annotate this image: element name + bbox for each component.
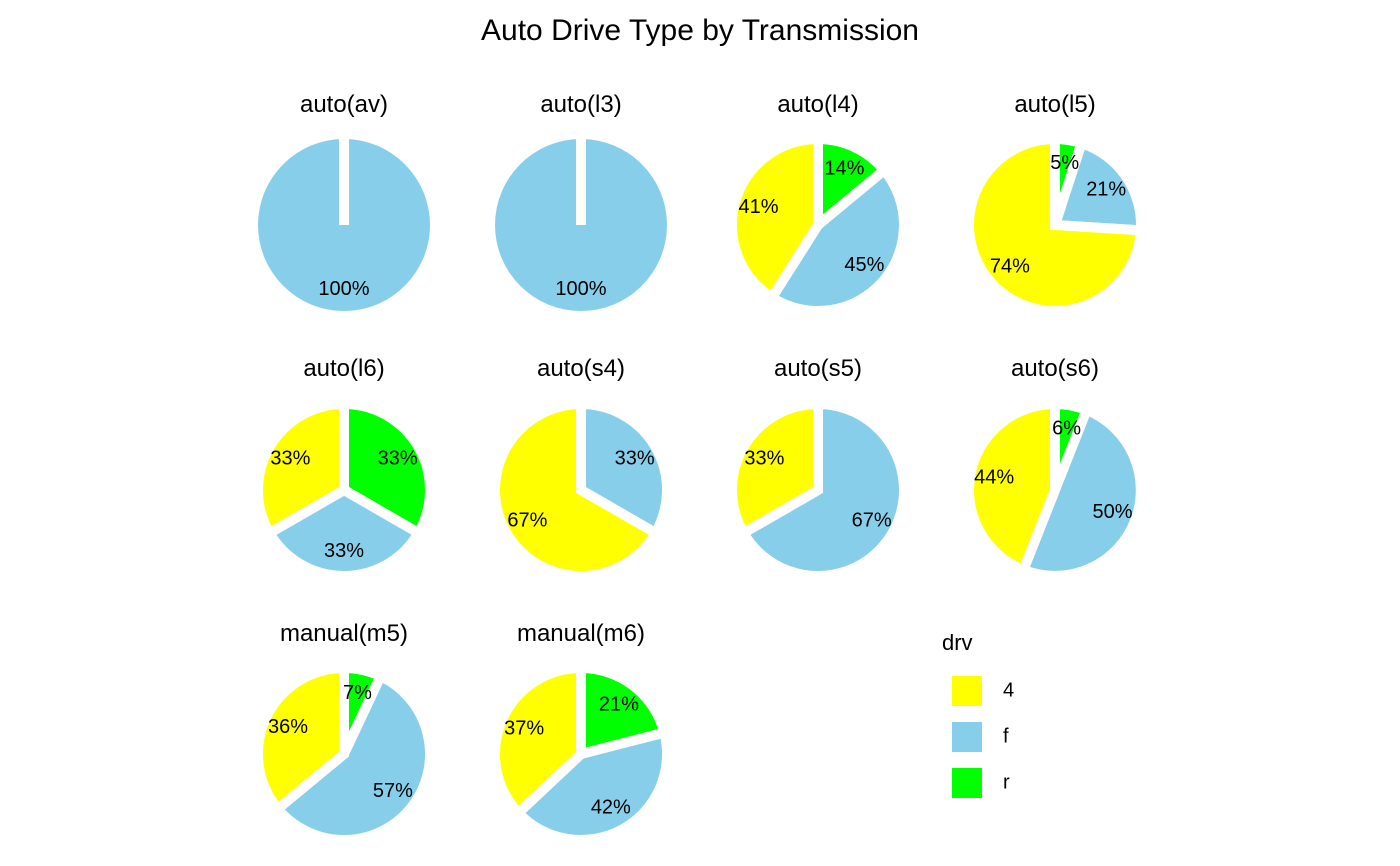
pie-panel-auto-s4: auto(s4) 33% 67%: [490, 355, 672, 581]
pie-slice-4: [727, 398, 823, 540]
panel-title: auto(s5): [774, 355, 862, 382]
slice-label: 67%: [852, 509, 892, 531]
pie-slice-4: [253, 398, 349, 540]
slice-label: 41%: [739, 196, 779, 218]
legend-key-4: [952, 676, 982, 706]
panel-title: manual(m5): [280, 620, 408, 647]
pie-panel-auto-l5: auto(l5) 5% 21% 74%: [964, 91, 1147, 316]
panel-title: auto(s6): [1011, 355, 1099, 382]
panel-title: auto(l6): [303, 355, 384, 382]
panel-title: auto(l3): [540, 91, 621, 118]
slice-label: 6%: [1052, 417, 1081, 439]
pie-slice-4: [964, 133, 1147, 316]
slice-label: 33%: [615, 447, 655, 469]
slice-label: 42%: [591, 797, 631, 819]
legend-label: r: [1003, 771, 1010, 793]
slice-label: 44%: [974, 467, 1014, 489]
legend: drv 4 f r: [942, 630, 1014, 798]
pie-slice-4: [490, 662, 586, 820]
slice-label: 33%: [378, 447, 418, 469]
slice-label: 57%: [373, 780, 413, 802]
slice-label: 5%: [1050, 152, 1079, 174]
pie-slice-f: [1016, 403, 1146, 581]
slice-label: 67%: [507, 509, 547, 531]
pie-slice-f: [765, 163, 909, 316]
slice-label: 50%: [1093, 501, 1133, 523]
pie-slice-4: [253, 662, 349, 816]
slice-label: 7%: [343, 682, 372, 704]
panel-title: auto(s4): [537, 355, 625, 382]
pie-slice-4: [964, 398, 1060, 577]
panel-title: auto(l4): [777, 91, 858, 118]
pie-panel-auto-l6: auto(l6) 33% 33% 33%: [253, 355, 435, 581]
legend-title: drv: [942, 630, 973, 655]
slice-label: 100%: [318, 278, 369, 300]
legend-key-f: [952, 722, 982, 752]
legend-label: f: [1003, 725, 1009, 747]
pie-panels: auto(av)100%auto(l3)100%auto(l4)14%45%41…: [253, 91, 1147, 845]
pie-panel-auto-av: auto(av) 100%: [258, 91, 430, 311]
pie-slice-r: [576, 662, 671, 761]
pie-slice-4: [727, 133, 823, 305]
slice-label: 100%: [555, 278, 606, 300]
slice-label: 21%: [1086, 178, 1126, 200]
pie-panel-auto-s5: auto(s5) 67% 33%: [727, 355, 909, 581]
pie-panel-manual-m5: manual(m5) 7% 57% 36%: [253, 620, 435, 845]
legend-key-r: [952, 768, 982, 798]
panel-title: auto(av): [300, 91, 388, 118]
pie-panel-auto-l3: auto(l3) 100%: [495, 91, 667, 311]
slice-label: 36%: [268, 716, 308, 738]
pie-slice-f: [270, 669, 435, 845]
pie-slice-f: [511, 726, 672, 845]
slice-label: 45%: [844, 254, 884, 276]
panel-title: manual(m6): [517, 620, 645, 647]
slice-label: 33%: [744, 447, 784, 469]
slice-label: 21%: [599, 693, 639, 715]
legend-label: 4: [1003, 679, 1014, 701]
chart-title: Auto Drive Type by Transmission: [481, 14, 919, 47]
slice-label: 33%: [270, 447, 310, 469]
pie-slice-f: [736, 398, 909, 581]
pie-panel-auto-s6: auto(s6) 6% 50% 44%: [964, 355, 1146, 581]
pie-slice-4: [490, 398, 663, 581]
slice-label: 14%: [824, 157, 864, 179]
pie-panel-manual-m6: manual(m6) 21% 42% 37%: [490, 620, 672, 845]
slice-label: 33%: [324, 540, 364, 562]
pie-panel-auto-l4: auto(l4) 14% 45% 41%: [727, 91, 909, 316]
slice-label: 37%: [504, 718, 544, 740]
panel-title: auto(l5): [1014, 91, 1095, 118]
slice-label: 74%: [990, 256, 1030, 278]
pie-slice-f: [1048, 136, 1146, 236]
